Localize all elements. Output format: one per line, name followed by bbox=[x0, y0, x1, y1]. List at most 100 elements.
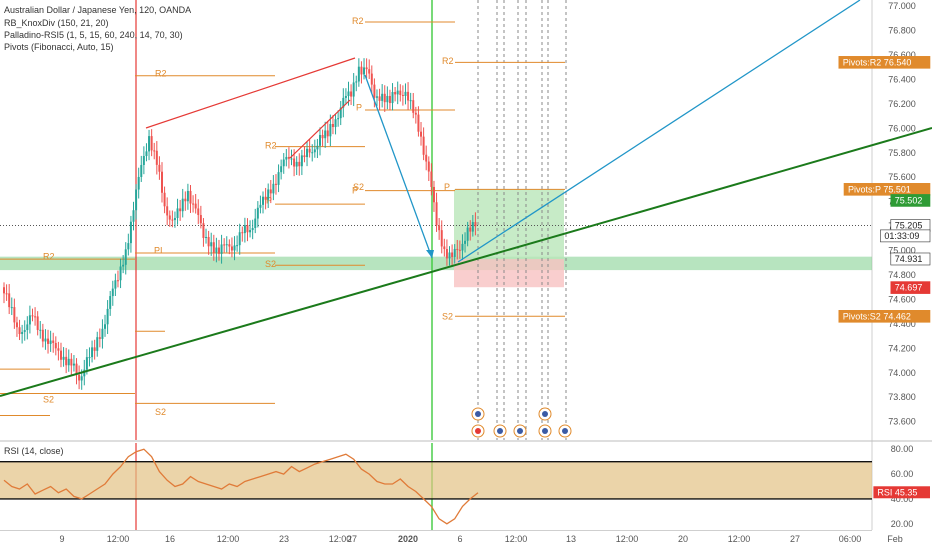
candle-body bbox=[140, 164, 143, 177]
candle-body bbox=[368, 69, 371, 74]
blue-arrowhead bbox=[426, 250, 434, 258]
candle-body bbox=[471, 222, 474, 232]
candle-body bbox=[438, 225, 441, 231]
candle-body bbox=[280, 166, 283, 173]
candle-body bbox=[298, 161, 301, 167]
price-tick-label: 74.000 bbox=[888, 368, 916, 378]
candle-body bbox=[352, 82, 355, 97]
candle-body bbox=[148, 136, 151, 152]
indicator-legend-knoxdiv[interactable]: RB_KnoxDiv (150, 21, 20) bbox=[4, 18, 109, 28]
time-tick-label: 6 bbox=[457, 534, 462, 544]
candle-body bbox=[329, 123, 332, 137]
price-tag-bg bbox=[890, 252, 931, 266]
price-tag-bg bbox=[890, 194, 931, 207]
time-tick-label: 23 bbox=[279, 534, 289, 544]
time-tick-label: 16 bbox=[165, 534, 175, 544]
candle-body bbox=[290, 158, 293, 160]
green-trendline bbox=[0, 127, 932, 397]
candle-body bbox=[59, 350, 62, 360]
time-tick-label: Feb bbox=[887, 534, 903, 544]
price-tag-label: 01:33:09 bbox=[884, 231, 919, 241]
price-tick-label: 76.000 bbox=[888, 123, 916, 133]
price-tag-label: Pivots:S2 74.462 bbox=[843, 311, 911, 321]
candle-body bbox=[326, 130, 329, 137]
candle-body bbox=[39, 329, 42, 331]
candle-body bbox=[171, 219, 174, 221]
candle-body bbox=[249, 230, 252, 233]
candle-body bbox=[106, 308, 109, 325]
rsi-current-tag bbox=[873, 486, 930, 499]
time-tick-label: 12:00 bbox=[505, 534, 528, 544]
price-tick-label: 74.600 bbox=[888, 294, 916, 304]
candle-body bbox=[331, 123, 334, 128]
price-tag-label: Pivots:R2 76.540 bbox=[843, 57, 912, 67]
event-icon-dot-2 bbox=[475, 428, 481, 434]
candle-body bbox=[199, 215, 202, 224]
rsi-panel-title[interactable]: RSI (14, close) bbox=[4, 446, 64, 456]
price-tag-bg bbox=[838, 310, 931, 323]
candle-body bbox=[145, 151, 148, 157]
price-tag-bg bbox=[838, 56, 931, 69]
pivot-label-14: PI bbox=[154, 246, 163, 256]
candle-body bbox=[168, 215, 171, 220]
candle-body bbox=[445, 249, 448, 259]
candle-body bbox=[401, 94, 404, 96]
price-tick-label: 76.200 bbox=[888, 99, 916, 109]
indicator-legend-rsi5[interactable]: Palladino-RSI5 (1, 5, 15, 60, 240, 14, 7… bbox=[4, 30, 183, 40]
candle-body bbox=[274, 183, 277, 185]
price-tick-label: 75.600 bbox=[888, 172, 916, 182]
candle-body bbox=[3, 287, 5, 294]
price-tag-label: 74.697 bbox=[895, 283, 923, 293]
candle-body bbox=[78, 374, 81, 381]
candle-body bbox=[184, 198, 187, 202]
pivot-label-1: S2 bbox=[43, 395, 54, 405]
candle-body bbox=[375, 96, 378, 98]
candle-body bbox=[215, 247, 218, 253]
candle-body bbox=[65, 356, 68, 366]
pivot-label-9: S2 bbox=[353, 182, 364, 192]
candle-body bbox=[28, 315, 31, 325]
price-tick-label: 76.600 bbox=[888, 50, 916, 60]
candle-body bbox=[420, 131, 423, 137]
indicator-legend-pivots[interactable]: Pivots (Fibonacci, Auto, 15) bbox=[4, 42, 114, 52]
price-tick-label: 76.800 bbox=[888, 26, 916, 36]
candle-body bbox=[414, 112, 417, 115]
pivot-label-2: R2 bbox=[155, 68, 167, 78]
candle-body bbox=[300, 155, 303, 167]
candle-body bbox=[464, 240, 467, 244]
candle-body bbox=[72, 363, 75, 366]
candle-body bbox=[246, 225, 249, 233]
rsi-tick-label: 20.00 bbox=[891, 519, 914, 529]
candle-body bbox=[80, 376, 83, 381]
blue-projection-line bbox=[457, 0, 861, 263]
support-zone bbox=[0, 256, 872, 271]
candle-body bbox=[262, 196, 265, 205]
candle-body bbox=[422, 136, 425, 155]
candle-body bbox=[269, 189, 272, 194]
candle-body bbox=[417, 114, 420, 132]
candle-body bbox=[142, 156, 145, 165]
event-icon-dot-5 bbox=[542, 428, 548, 434]
event-icon-dot-1 bbox=[542, 411, 548, 417]
candle-body bbox=[67, 358, 70, 366]
candle-body bbox=[334, 119, 337, 128]
candle-body bbox=[202, 223, 205, 238]
candle-body bbox=[391, 92, 394, 104]
rsi-band bbox=[0, 461, 872, 499]
candle-body bbox=[313, 149, 316, 153]
candle-body bbox=[88, 357, 91, 359]
candle-body bbox=[23, 330, 26, 332]
candle-body bbox=[225, 244, 228, 246]
candle-body bbox=[70, 358, 73, 366]
candle-body bbox=[241, 232, 244, 234]
candle-body bbox=[192, 203, 195, 205]
candle-body bbox=[396, 90, 399, 95]
candle-body bbox=[378, 96, 381, 101]
candle-body bbox=[83, 369, 86, 377]
candle-body bbox=[161, 171, 163, 193]
price-tick-label: 76.400 bbox=[888, 74, 916, 84]
candle-body bbox=[129, 221, 132, 244]
candle-body bbox=[337, 118, 340, 120]
candle-body bbox=[443, 246, 446, 250]
candle-body bbox=[259, 204, 262, 208]
